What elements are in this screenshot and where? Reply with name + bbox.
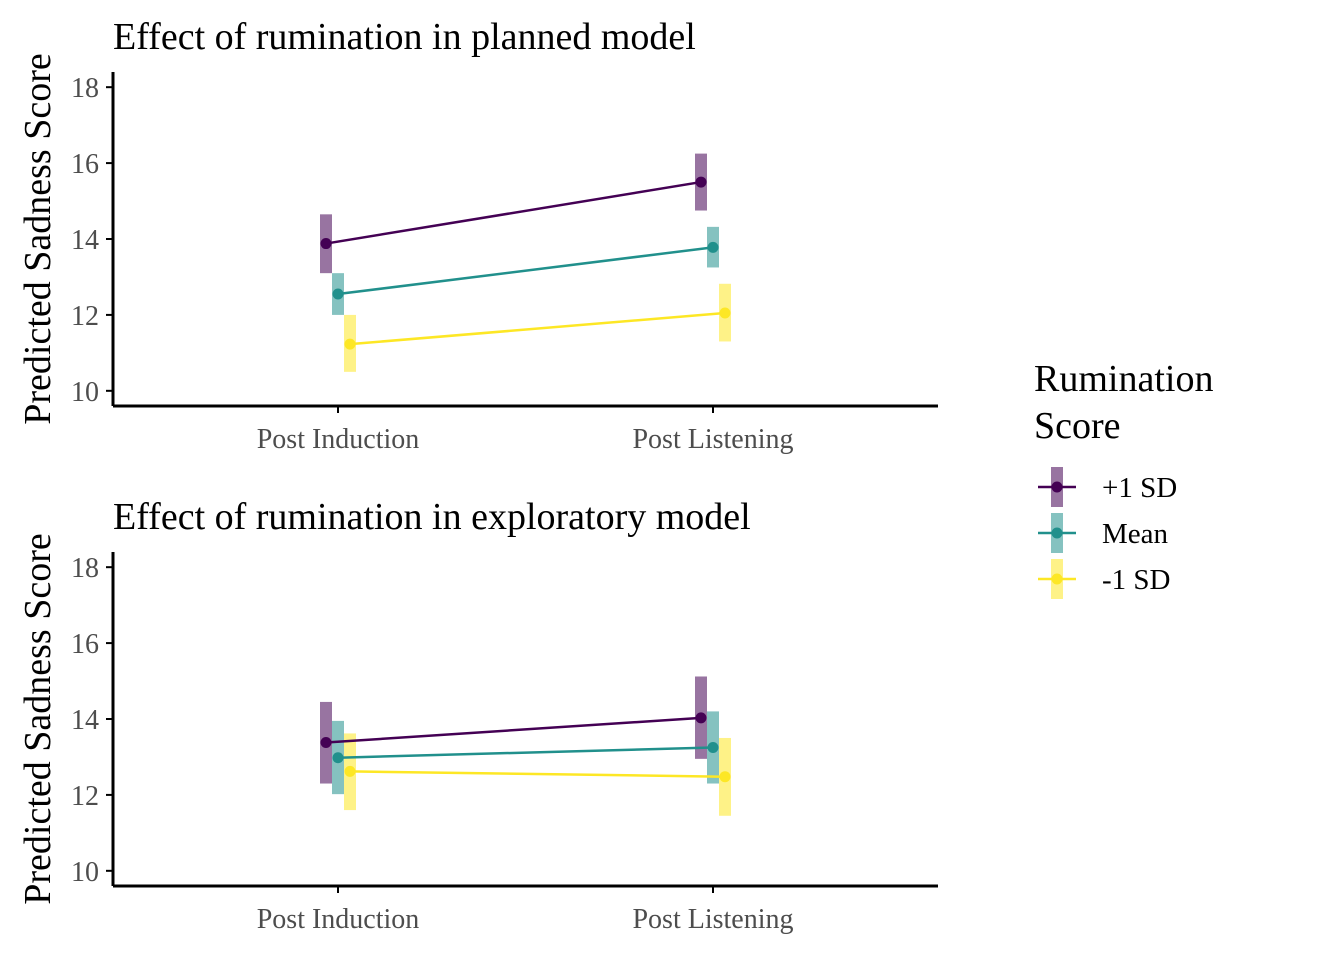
series-line: [349, 770, 726, 778]
y-tick-label: 14: [71, 705, 99, 736]
legend-label: +1 SD: [1102, 472, 1177, 504]
panel-title: Effect of rumination in exploratory mode…: [113, 496, 751, 538]
y-ticks: 10 12 14 16 18: [71, 553, 113, 888]
exploratory-model-panel: Effect of rumination in exploratory mode…: [17, 496, 938, 935]
y-axis-label: Predicted Sadness Score: [17, 533, 59, 904]
x-ticks: Post Induction Post Listening: [257, 406, 794, 455]
y-axis-label: Predicted Sadness Score: [17, 53, 59, 424]
legend-title-line1: Rumination: [1034, 358, 1213, 400]
legend-keys: +1 SD Mean -1 SD: [1038, 467, 1177, 599]
legend-label: Mean: [1102, 518, 1169, 550]
series-line: [349, 311, 726, 346]
series-line: [325, 180, 702, 245]
y-tick-label: 14: [71, 225, 99, 256]
planned-model-panel: Effect of rumination in planned model Pr…: [17, 16, 938, 455]
y-tick-label: 10: [71, 857, 99, 888]
y-tick-label: 10: [71, 377, 99, 408]
legend-key-point: [1051, 527, 1063, 539]
data-point: [344, 338, 356, 350]
data-point: [332, 288, 344, 300]
series-line: [337, 746, 714, 759]
x-tick-label: Post Listening: [632, 904, 793, 935]
plot-marks: [320, 676, 731, 816]
series-line: [325, 716, 702, 744]
legend-label: -1 SD: [1102, 564, 1170, 596]
data-point: [332, 752, 344, 764]
y-tick-label: 18: [71, 553, 99, 584]
x-tick-label: Post Induction: [257, 904, 420, 935]
legend: Rumination Score +1 SD Mean -1 SD: [1034, 358, 1213, 599]
data-point: [320, 238, 332, 250]
data-point: [320, 737, 332, 749]
data-point: [719, 771, 731, 783]
data-point: [695, 712, 707, 724]
y-tick-label: 12: [71, 301, 99, 332]
data-point: [707, 741, 719, 753]
y-tick-label: 16: [71, 149, 99, 180]
data-point: [707, 241, 719, 253]
y-tick-label: 16: [71, 629, 99, 660]
panel-title: Effect of rumination in planned model: [113, 16, 696, 58]
x-ticks: Post Induction Post Listening: [257, 886, 794, 935]
x-tick-label: Post Induction: [257, 424, 420, 455]
legend-key-point: [1051, 573, 1063, 585]
y-tick-label: 12: [71, 781, 99, 812]
data-point: [719, 307, 731, 319]
data-point: [344, 765, 356, 777]
plot-marks: [320, 153, 731, 372]
series-line: [337, 246, 714, 296]
y-ticks: 10 12 14 16 18: [71, 73, 113, 408]
y-tick-label: 18: [71, 73, 99, 104]
data-point: [695, 176, 707, 188]
x-tick-label: Post Listening: [632, 424, 793, 455]
legend-key-point: [1051, 481, 1063, 493]
legend-title-line2: Score: [1034, 405, 1121, 447]
